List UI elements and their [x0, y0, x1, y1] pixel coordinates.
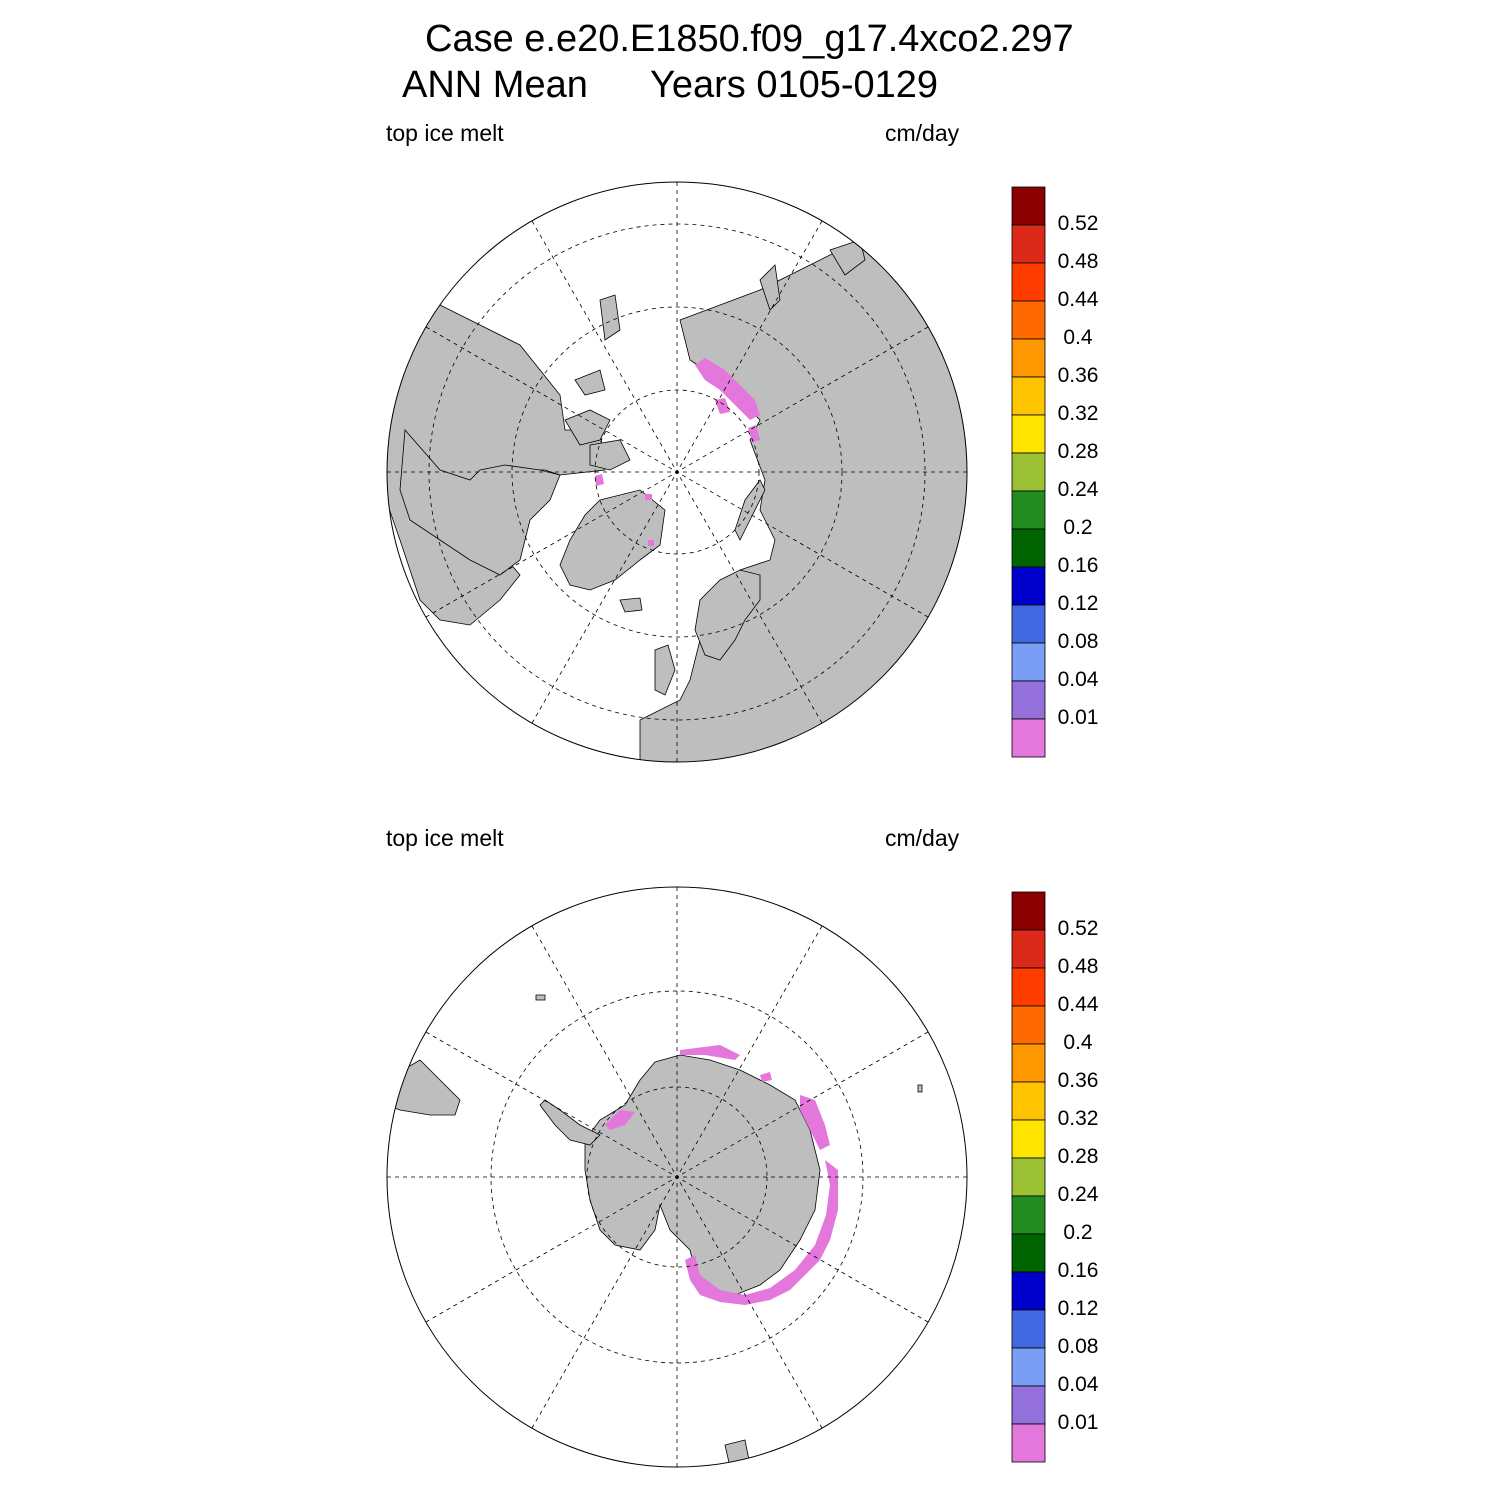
colorbar-tick-label: 0.12: [1057, 1297, 1099, 1320]
colorbar-swatch: [1011, 490, 1046, 530]
colorbar-tick-label: 0.28: [1057, 1145, 1099, 1168]
south-melt: [605, 1045, 838, 1305]
colorbar-swatch: [1011, 1309, 1046, 1349]
south-map-border: [386, 886, 968, 1468]
colorbar-tick-label: 0.32: [1057, 402, 1099, 425]
title-years: Years 0105-0129: [650, 64, 939, 106]
colorbar-tick-label: 0.01: [1057, 1411, 1099, 1434]
colorbar-tick-label: 0.44: [1057, 993, 1099, 1016]
colorbar-tick-label: 0.48: [1057, 250, 1099, 273]
north-map-border: [386, 181, 968, 763]
colorbar-tick-label: 0.4: [1063, 1031, 1093, 1054]
colorbar-swatch: [1011, 1271, 1046, 1311]
colorbar-swatch: [1011, 967, 1046, 1007]
colorbar-tick-label: 0.08: [1057, 1335, 1099, 1358]
north-graticule: [387, 182, 967, 762]
colorbar-tick-label: 0.08: [1057, 630, 1099, 653]
colorbar-swatch: [1011, 300, 1046, 340]
colorbar-swatch: [1011, 414, 1046, 454]
colorbar-tick-label: 0.2: [1063, 1221, 1093, 1244]
colorbar-tick-label: 0.28: [1057, 440, 1099, 463]
colorbar-tick-label: 0.44: [1057, 288, 1099, 311]
title-ann-mean: ANN Mean: [402, 64, 588, 106]
north-left-label: top ice melt: [386, 120, 504, 146]
north-right-label: cm/day: [885, 120, 960, 146]
colorbar-swatch: [1011, 1233, 1046, 1273]
colorbar-tick-label: 0.2: [1063, 516, 1093, 539]
colorbar-swatch: [1011, 1119, 1046, 1159]
colorbar-swatch: [1011, 224, 1046, 264]
title-case: Case e.e20.E1850.f09_g17.4xco2.297: [425, 18, 1074, 60]
colorbar-swatch: [1011, 338, 1046, 378]
colorbar-swatch: [1011, 1157, 1046, 1197]
colorbar-tick-label: 0.32: [1057, 1107, 1099, 1130]
colorbar-south: [1011, 891, 1046, 1463]
colorbar-tick-label: 0.4: [1063, 326, 1093, 349]
colorbar-swatch: [1011, 891, 1046, 931]
colorbar-swatch: [1011, 604, 1046, 644]
colorbar-swatch: [1011, 376, 1046, 416]
colorbar-swatch: [1011, 262, 1046, 302]
north-polar-map: [387, 239, 967, 762]
south-polar-map: [387, 994, 923, 1467]
colorbar-north: [1011, 186, 1046, 758]
colorbar-swatch: [1011, 718, 1046, 758]
south-left-label: top ice melt: [386, 825, 504, 851]
colorbar-tick-label: 0.36: [1057, 1069, 1099, 1092]
colorbar-tick-label: 0.16: [1057, 554, 1099, 577]
colorbar-tick-label: 0.48: [1057, 955, 1099, 978]
colorbar-tick-label: 0.04: [1057, 668, 1099, 691]
colorbar-swatch: [1011, 1005, 1046, 1045]
colorbar-swatch: [1011, 1081, 1046, 1121]
colorbar-tick-label: 0.12: [1057, 592, 1099, 615]
colorbar-tick-label: 0.16: [1057, 1259, 1099, 1282]
colorbar-swatch: [1011, 929, 1046, 969]
colorbar-swatch: [1011, 1385, 1046, 1425]
colorbar-tick-label: 0.36: [1057, 364, 1099, 387]
colorbar-tick-label: 0.04: [1057, 1373, 1099, 1396]
colorbar-swatch: [1011, 186, 1046, 226]
south-land: [387, 994, 923, 1467]
colorbar-tick-label: 0.01: [1057, 706, 1099, 729]
south-graticule: [387, 887, 967, 1467]
colorbar-tick-label: 0.24: [1057, 1183, 1099, 1206]
colorbar-tick-label: 0.52: [1057, 212, 1099, 235]
colorbar-swatch: [1011, 642, 1046, 682]
colorbar-swatch: [1011, 1423, 1046, 1463]
colorbar-swatch: [1011, 566, 1046, 606]
south-right-label: cm/day: [885, 825, 960, 851]
colorbar-swatch: [1011, 680, 1046, 720]
colorbar-tick-label: 0.52: [1057, 917, 1099, 940]
colorbar-swatch: [1011, 452, 1046, 492]
north-melt: [595, 358, 760, 546]
colorbar-tick-label: 0.24: [1057, 478, 1099, 501]
colorbar-swatch: [1011, 1043, 1046, 1083]
colorbar-swatch: [1011, 1195, 1046, 1235]
colorbar-swatch: [1011, 1347, 1046, 1387]
colorbar-swatch: [1011, 528, 1046, 568]
